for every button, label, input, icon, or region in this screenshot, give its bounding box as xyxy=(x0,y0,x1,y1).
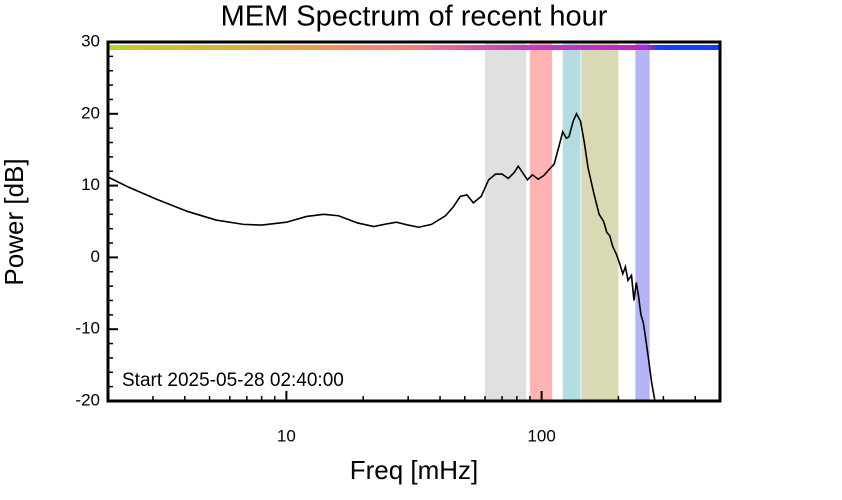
plot-frame xyxy=(106,40,722,403)
x-tick-label: 100 xyxy=(527,426,555,445)
y-axis-label: Power [dB] xyxy=(0,158,29,285)
y-tick-label: 30 xyxy=(81,31,100,50)
y-tick-label: 10 xyxy=(81,175,100,194)
band xyxy=(529,42,553,401)
band xyxy=(484,42,527,401)
spectrum-line xyxy=(107,112,656,402)
x-axis-label: Freq [mHz] xyxy=(350,455,479,485)
annotation: Start 2025-05-28 02:40:00 xyxy=(122,370,344,391)
band xyxy=(581,42,619,401)
x-tick-label: 10 xyxy=(277,426,296,445)
y-tick-label: 20 xyxy=(81,103,100,122)
plot-area xyxy=(107,42,656,402)
y-tick-label: -20 xyxy=(75,390,100,409)
y-tick-label: -10 xyxy=(75,319,100,338)
band xyxy=(562,42,581,401)
chart-title: MEM Spectrum of recent hour xyxy=(221,1,608,33)
color-strip xyxy=(108,45,720,50)
y-tick-label: 0 xyxy=(91,247,100,266)
band xyxy=(635,42,650,401)
